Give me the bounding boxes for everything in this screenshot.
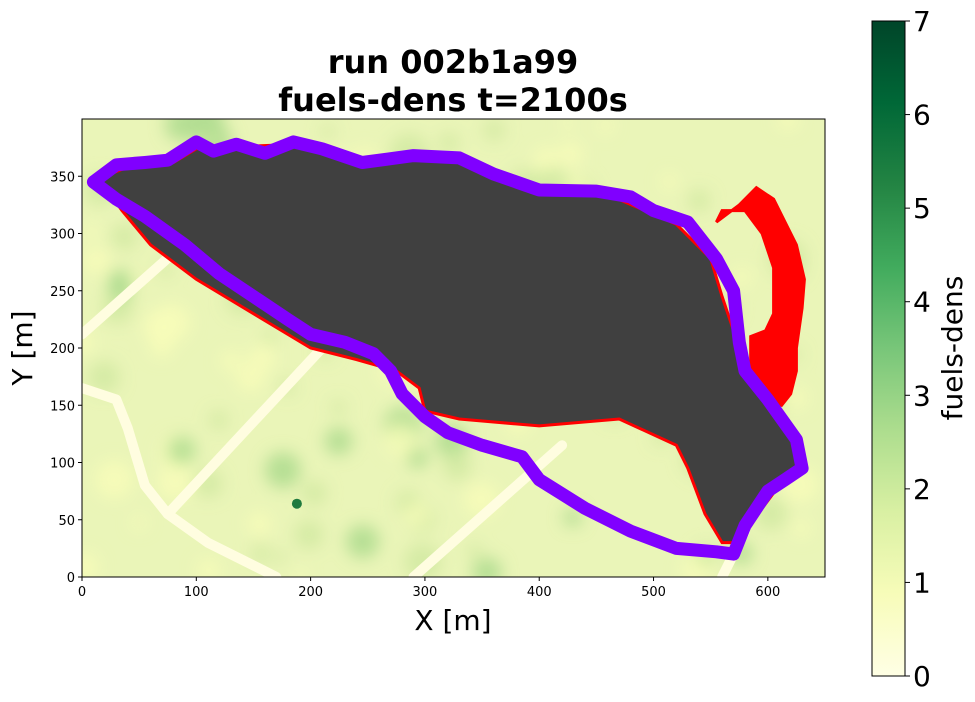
active-fire-front xyxy=(715,185,806,408)
y-tick-label: 300 xyxy=(50,228,75,243)
x-tick-label: 0 xyxy=(78,585,86,600)
y-axis-label: Y [m] xyxy=(6,310,39,386)
y-tick-label: 0 xyxy=(67,571,75,586)
colorbar-tick-label: 7 xyxy=(913,5,931,38)
colorbar-tick-label: 2 xyxy=(913,473,931,506)
colorbar-tick-label: 3 xyxy=(913,379,931,412)
x-tick-label: 500 xyxy=(641,585,666,600)
y-tick-label: 250 xyxy=(50,285,75,300)
x-axis-label: X [m] xyxy=(414,604,491,637)
y-tick-label: 350 xyxy=(50,170,75,185)
colorbar-tick-label: 1 xyxy=(913,566,931,599)
y-tick-label: 200 xyxy=(50,342,75,357)
y-tick-label: 100 xyxy=(50,457,75,472)
x-tick-label: 400 xyxy=(527,585,552,600)
fire-perimeter-line xyxy=(86,135,809,561)
colorbar-tick-label: 5 xyxy=(913,192,931,225)
x-tick-label: 100 xyxy=(184,585,209,600)
colorbar-tick-label: 4 xyxy=(913,286,931,319)
colorbar-label: fuels-dens xyxy=(936,276,969,421)
colorbar-tick-label: 6 xyxy=(913,99,931,132)
chart-title-line1: run 002b1a99 xyxy=(328,43,579,81)
colorbar xyxy=(871,20,906,677)
x-tick-label: 300 xyxy=(413,585,438,600)
y-tick-label: 50 xyxy=(58,514,75,529)
high-density-spot xyxy=(291,498,302,509)
chart-title-line2: fuels-dens t=2100s xyxy=(278,81,628,119)
road-1 xyxy=(82,383,282,577)
x-tick-label: 200 xyxy=(298,585,323,600)
colorbar-ticks: 0 1 2 3 4 5 6 7 xyxy=(905,5,931,693)
x-tick-label: 600 xyxy=(755,585,780,600)
y-tick-label: 150 xyxy=(50,399,75,414)
x-axis-ticks: 0 100 200 300 400 500 600 xyxy=(78,577,780,600)
colorbar-tick-label: 0 xyxy=(913,660,931,693)
y-axis-ticks: 0 50 100 150 200 250 300 350 xyxy=(50,170,82,586)
